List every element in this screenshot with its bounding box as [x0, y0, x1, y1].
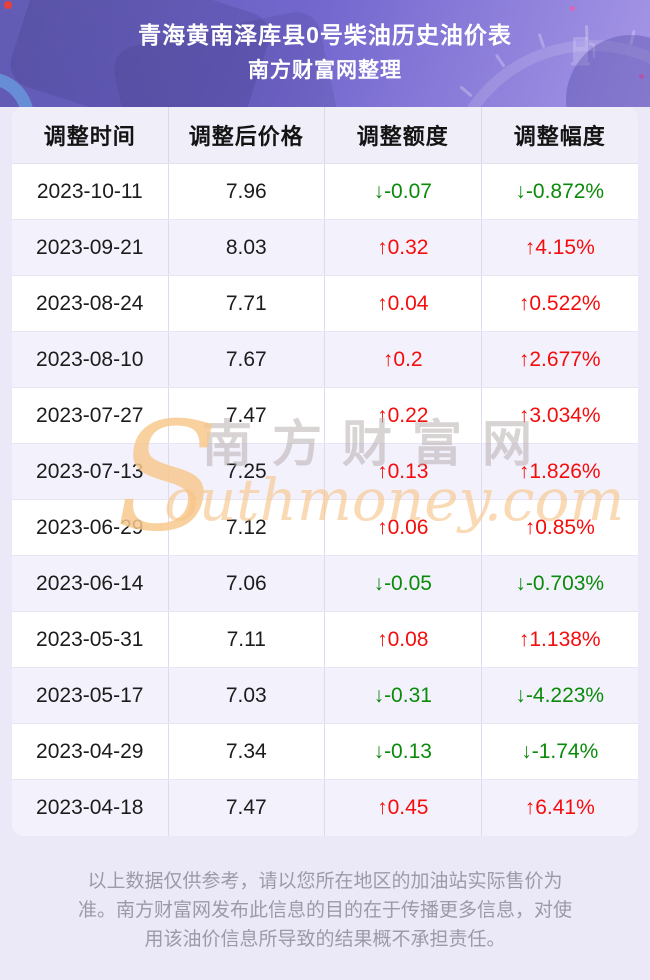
fuel-pump-icon [571, 37, 596, 66]
page-subtitle: 南方财富网整理 [248, 59, 402, 82]
cell-change-percent: ↓-1.74% [521, 739, 599, 763]
table-body: 2023-10-11 7.96 ↓-0.07 ↓-0.872% 2023-09-21 8.… [12, 164, 638, 836]
cell-adjust-date: 2023-10-11 [12, 164, 169, 219]
cell-price: 7.47 [169, 780, 325, 836]
cell-adjust-date: 2023-05-17 [12, 668, 169, 723]
cell-change-percent: ↑2.677% [518, 347, 601, 371]
cell-price: 7.03 [169, 668, 325, 723]
table-row: 2023-06-29 7.12 ↑0.06 ↑0.85% [12, 500, 638, 556]
pink-dot-decoration [639, 74, 644, 79]
cell-change-percent: ↑0.85% [524, 515, 595, 539]
cell-change-percent: ↑6.41% [524, 796, 595, 819]
cell-change-percent: ↑3.034% [518, 403, 601, 427]
table-row: 2023-07-13 7.25 ↑0.13 ↑1.826% [12, 444, 638, 500]
header-sheen [0, 0, 380, 107]
cell-adjust-date: 2023-07-13 [12, 444, 169, 499]
cell-adjust-date: 2023-08-24 [12, 276, 169, 331]
cell-price: 7.67 [169, 332, 325, 387]
cell-change-amount: ↑0.08 [325, 612, 482, 667]
cell-change-amount: ↑0.22 [325, 388, 482, 443]
cell-change-percent: ↑1.138% [518, 627, 601, 651]
page-title: 青海黄南泽库县0号柴油历史油价表 [138, 22, 512, 48]
table-row: 2023-05-17 7.03 ↓-0.31 ↓-4.223% [12, 668, 638, 724]
cell-change-amount: ↓-0.13 [325, 724, 482, 779]
cell-adjust-date: 2023-09-21 [12, 220, 169, 275]
table-row: 2023-07-27 7.47 ↑0.22 ↑3.034% [12, 388, 638, 444]
cell-change-percent: ↑1.826% [518, 459, 601, 483]
cell-adjust-date: 2023-04-18 [12, 780, 169, 836]
column-header-adjusted-price: 调整后价格 [169, 107, 325, 163]
table-row: 2023-06-14 7.06 ↓-0.05 ↓-0.703% [12, 556, 638, 612]
column-header-adjust-percent: 调整幅度 [513, 124, 606, 149]
gauge-tick [459, 85, 473, 98]
table-row: 2023-10-11 7.96 ↓-0.07 ↓-0.872% [12, 164, 638, 220]
table-row: 2023-09-21 8.03 ↑0.32 ↑4.15% [12, 220, 638, 276]
cell-change-percent: ↓-0.872% [515, 179, 605, 203]
cell-change-amount: ↓-0.31 [325, 668, 482, 723]
cell-change-amount: ↑0.13 [325, 444, 482, 499]
cell-adjust-date: 2023-06-14 [12, 556, 169, 611]
cell-adjust-date: 2023-05-31 [12, 612, 169, 667]
cell-price: 7.06 [169, 556, 325, 611]
cell-change-percent: ↑4.15% [524, 235, 595, 259]
cell-change-amount: ↑0.2 [325, 332, 482, 387]
cell-price: 7.11 [169, 612, 325, 667]
disclaimer-text: 以上数据仅供参考，请以您所在地区的加油站实际售价为准。南方财富网发布此信息的目的… [77, 871, 572, 950]
cell-change-percent: ↑0.522% [518, 291, 601, 315]
cell-price: 7.47 [169, 388, 325, 443]
cell-change-amount: ↑0.06 [325, 500, 482, 555]
column-header-adjust-amount: 调整额度 [325, 107, 482, 163]
price-history-table: 调整时间 调整后价格 调整额度 调整幅度 2023-10-11 7.96 ↓-0.0… [12, 107, 638, 836]
table-row: 2023-05-31 7.11 ↑0.08 ↑1.138% [12, 612, 638, 668]
table-row: 2023-04-29 7.34 ↓-0.13 ↓-1.74% [12, 724, 638, 780]
cell-price: 7.71 [169, 276, 325, 331]
cell-change-amount: ↑0.04 [325, 276, 482, 331]
cell-change-amount: ↓-0.05 [325, 556, 482, 611]
table-row: 2023-08-10 7.67 ↑0.2 ↑2.677% [12, 332, 638, 388]
cell-change-amount: ↑0.32 [325, 220, 482, 275]
header-text: 青海黄南泽库县0号柴油历史油价表 南方财富网整理 [0, 0, 650, 86]
cell-price: 7.34 [169, 724, 325, 779]
pink-dot-decoration [570, 6, 575, 11]
cell-change-percent: ↓-0.703% [515, 571, 605, 595]
red-dot-decoration [4, 1, 12, 9]
cell-price: 8.03 [169, 220, 325, 275]
cell-price: 7.25 [169, 444, 325, 499]
cell-change-amount: ↓-0.07 [325, 164, 482, 219]
table-header-row: 调整时间 调整后价格 调整额度 调整幅度 [12, 107, 638, 164]
header-banner: 青海黄南泽库县0号柴油历史油价表 南方财富网整理 [0, 0, 650, 107]
cell-adjust-date: 2023-07-27 [12, 388, 169, 443]
cell-adjust-date: 2023-04-29 [12, 724, 169, 779]
cell-adjust-date: 2023-08-10 [12, 332, 169, 387]
table-row: 2023-08-24 7.71 ↑0.04 ↑0.522% [12, 276, 638, 332]
cell-price: 7.12 [169, 500, 325, 555]
cell-price: 7.96 [169, 164, 325, 219]
cell-change-percent: ↓-4.223% [515, 683, 605, 707]
table-row: 2023-04-18 7.47 ↑0.45 ↑6.41% [12, 780, 638, 836]
footer: 以上数据仅供参考，请以您所在地区的加油站实际售价为准。南方财富网发布此信息的目的… [0, 836, 650, 954]
cell-adjust-date: 2023-06-29 [12, 500, 169, 555]
column-header-adjust-time: 调整时间 [12, 107, 169, 163]
cell-change-amount: ↑0.45 [325, 780, 482, 836]
